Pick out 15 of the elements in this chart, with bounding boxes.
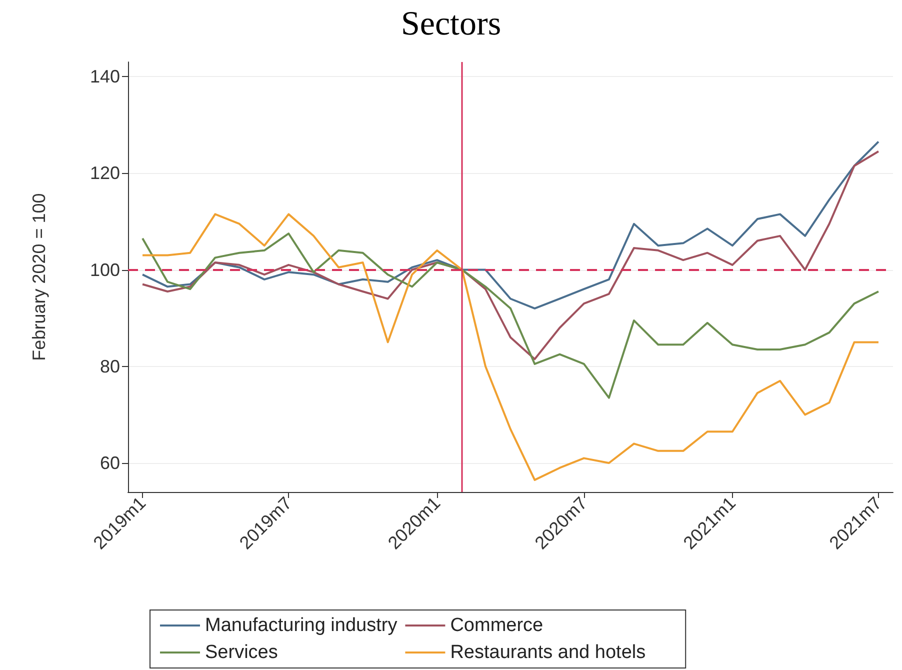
y-tick-label: 140 — [90, 66, 120, 86]
line-series — [142, 232, 880, 399]
y-tick-label: 60 — [100, 453, 120, 474]
line-series — [142, 140, 880, 310]
y-tick-label: 100 — [90, 260, 120, 280]
legend-label: Commerce — [450, 615, 544, 636]
legend-label: Services — [205, 642, 278, 663]
chart-title: Sectors — [400, 6, 502, 42]
line-series — [142, 150, 880, 360]
line-series — [142, 213, 880, 481]
legend-label: Restaurants and hotels — [450, 642, 646, 663]
y-axis-title: February 2020 = 100 — [29, 193, 49, 361]
legend-label: Manufacturing industry — [205, 615, 398, 636]
y-tick-label: 80 — [100, 356, 120, 376]
y-tick-label: 120 — [90, 163, 120, 184]
